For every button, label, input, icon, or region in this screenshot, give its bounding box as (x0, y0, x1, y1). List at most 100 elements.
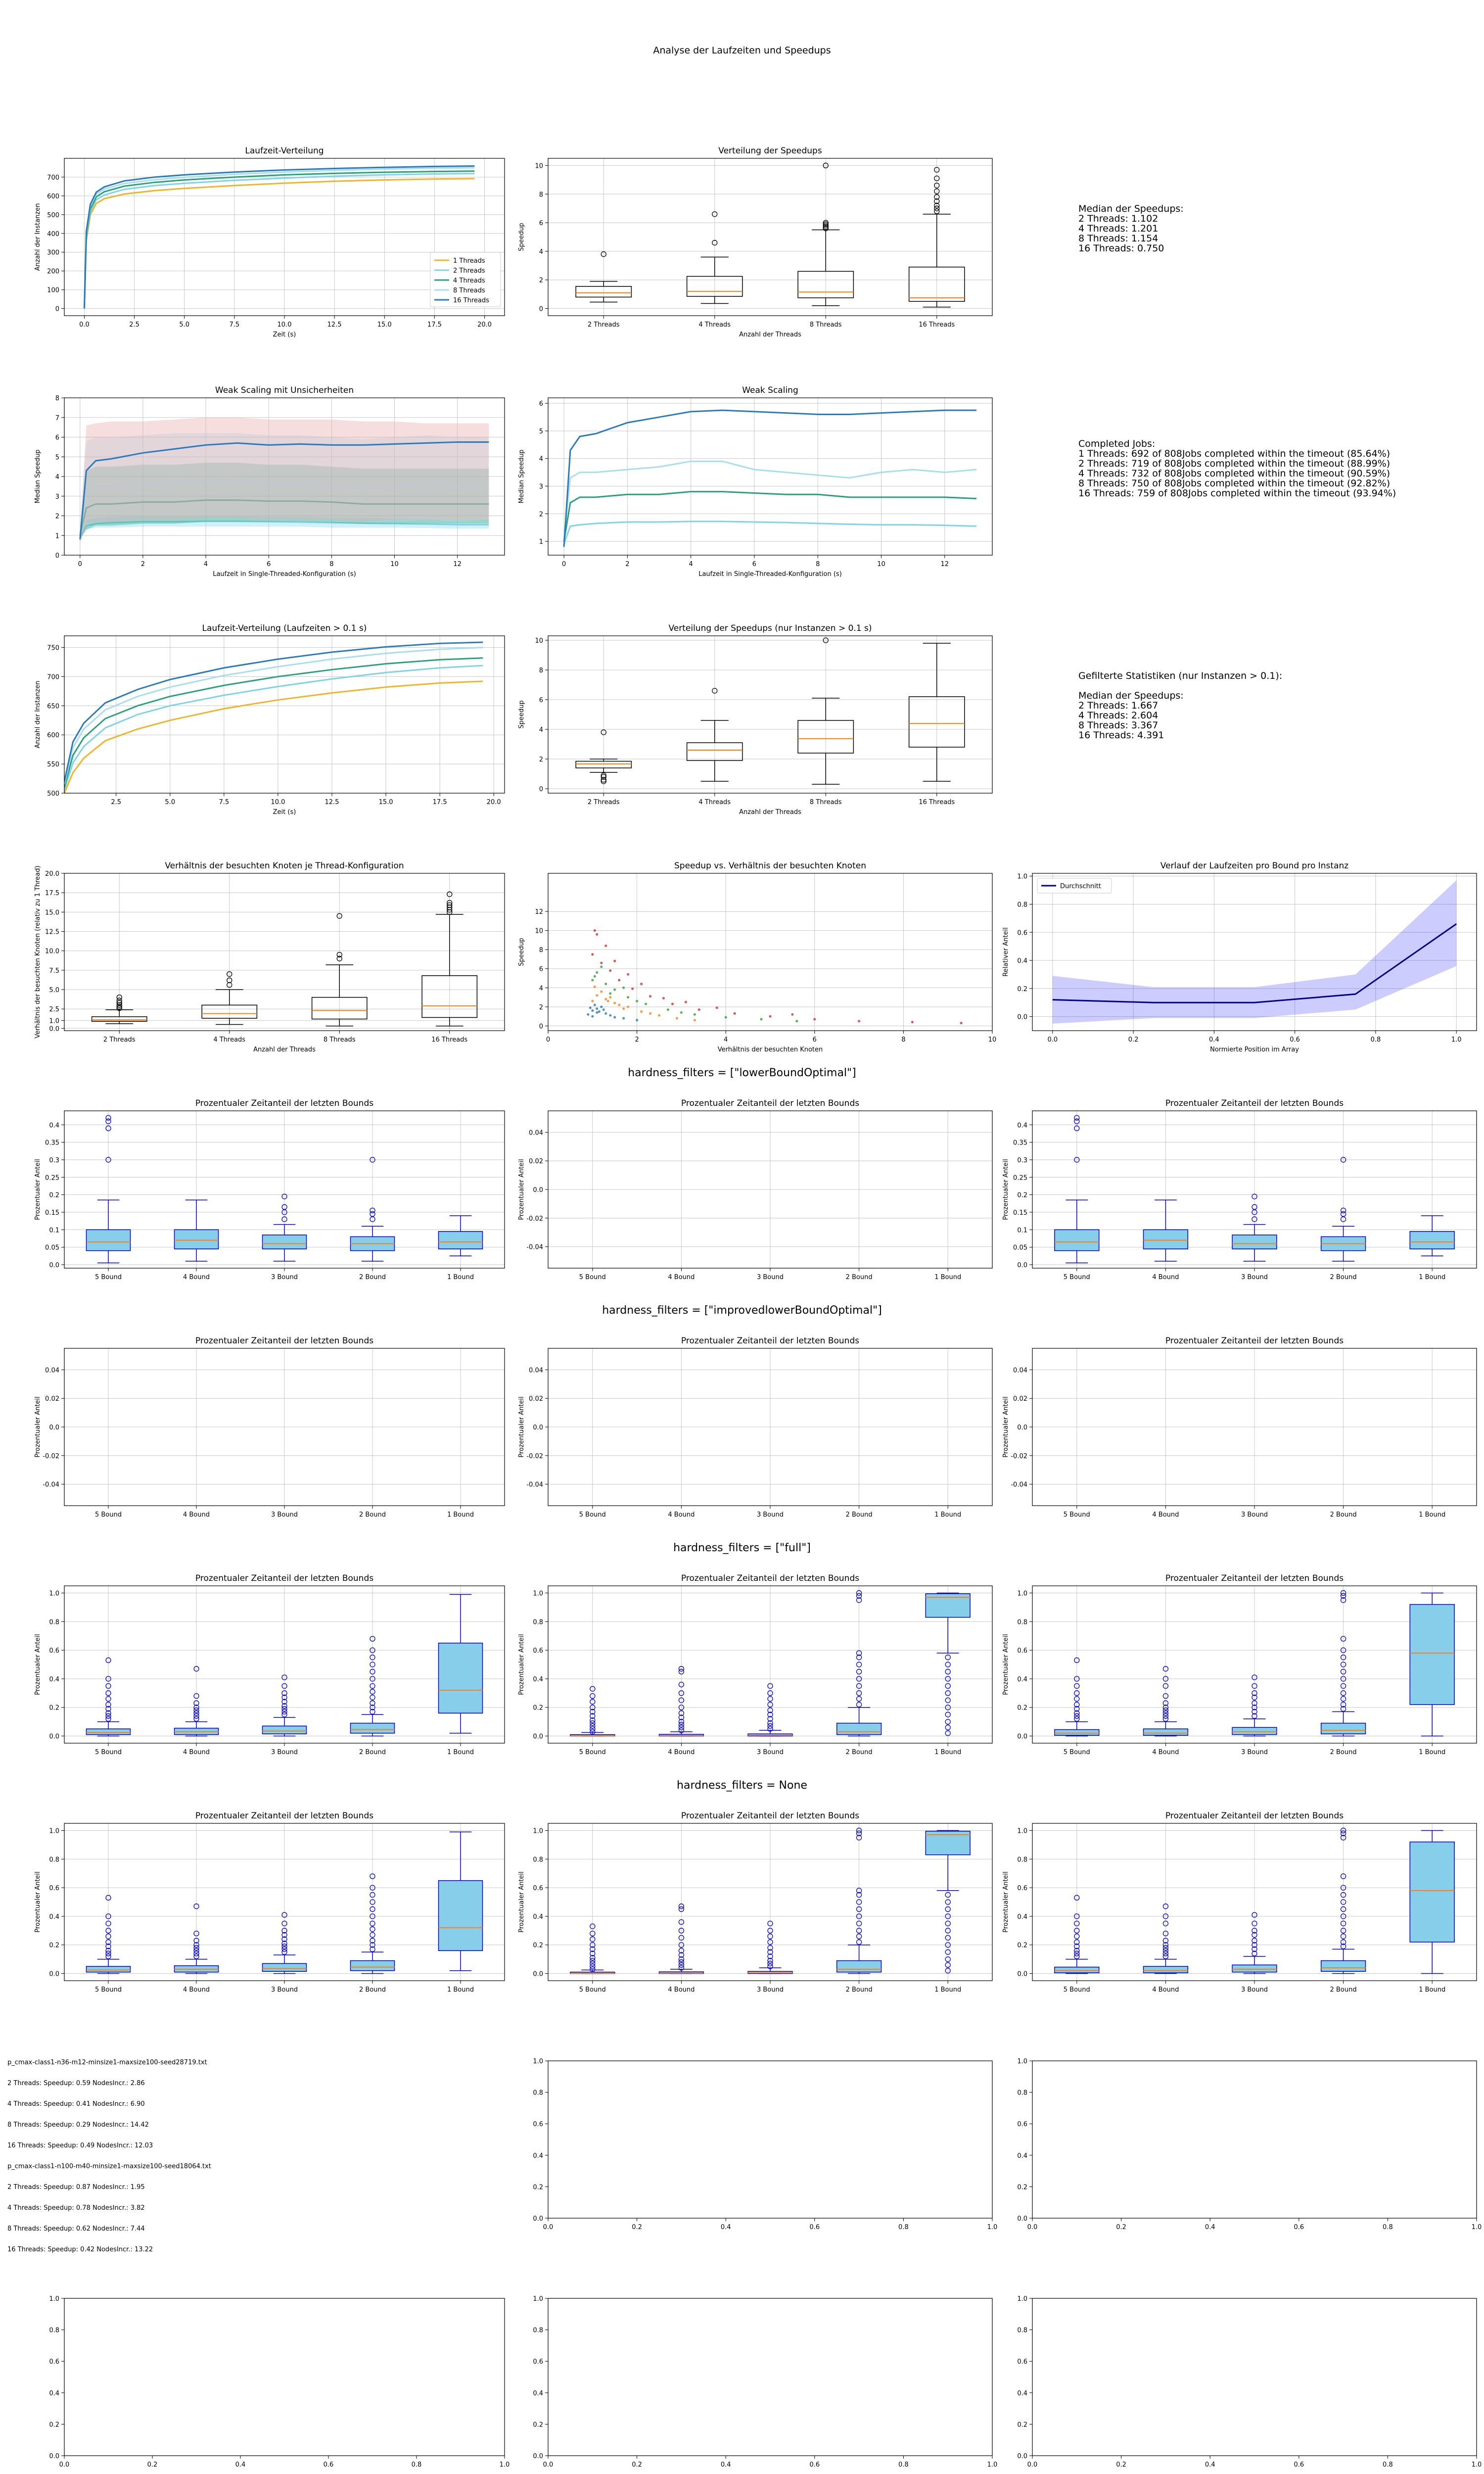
box-2 (201, 971, 258, 1025)
plot-area (1054, 1115, 1455, 1264)
x-tick-label: 4 (724, 1036, 728, 1044)
x-tick-label: 0.8 (1371, 1036, 1381, 1044)
box-flier (1162, 1710, 1169, 1716)
scatter-point (598, 1010, 601, 1013)
x-tick-label: 8 (329, 561, 333, 568)
box-flier (856, 1650, 862, 1656)
scatter-point (606, 999, 609, 1002)
box-flier (370, 1636, 375, 1642)
axes-frame (548, 873, 993, 1031)
box-flier (1252, 1694, 1257, 1701)
y-axis-label: Median Speedup (518, 450, 525, 504)
box-flier (105, 1157, 111, 1163)
box-flier (281, 1204, 287, 1210)
instance-details-line: p_cmax-class1-n100-m40-minsize1-maxsize1… (7, 2163, 211, 2170)
box-flier (1340, 1939, 1346, 1945)
box-flier (370, 1938, 375, 1944)
instance-details-line: 16 Threads: Speedup: 0.42 NodesIncr.: 13… (7, 2246, 153, 2253)
scatter-point (593, 1003, 596, 1006)
axes-frame (64, 635, 505, 794)
x-tick-label: 4 (204, 561, 208, 568)
box-1 (86, 1895, 131, 1974)
y-tick-label: -0.04 (526, 1244, 543, 1251)
box-flier (590, 1936, 596, 1942)
box-flier (1340, 1668, 1346, 1675)
scatter-point (693, 1013, 696, 1016)
box-4 (350, 1873, 395, 1974)
y-axis-label: Relativer Anteil (1002, 927, 1010, 976)
box-flier (678, 1928, 685, 1934)
box-iqr (1320, 1960, 1366, 1972)
chart-title: Prozentualer Zeitanteil der letzten Boun… (681, 1336, 859, 1346)
x-tick-label: 0.8 (412, 2461, 422, 2469)
box-flier (1340, 1943, 1346, 1950)
box-flier (193, 1700, 199, 1706)
chart-e2: 0.0 0.2 0.4 0.6 0.8 1.0 0.0 0.2 0.4 0.6 0.8 1.0 (1017, 2058, 1482, 2231)
y-tick-label: 0.04 (529, 1129, 543, 1137)
chart-b_lbo_1: 0.0 0.05 0.1 0.15 0.2 0.25 0.3 0.35 0.4 5 Bound 4 … (34, 1098, 505, 1281)
y-tick-label: 0.4 (1017, 1676, 1027, 1683)
box-flier (370, 1647, 375, 1653)
y-tick-label: 0.8 (1017, 1618, 1027, 1626)
box-flier (1340, 1690, 1346, 1696)
y-tick-label: 0.0 (533, 1187, 543, 1194)
box-flier (105, 1953, 111, 1959)
scatter-point (591, 979, 594, 982)
scatter-point (697, 1008, 700, 1011)
y-tick-label: 700 (47, 174, 59, 182)
box-flier (370, 1694, 375, 1701)
y-tick-label: 0.6 (533, 1885, 543, 1892)
series-line (83, 167, 475, 309)
box-flier (1340, 1676, 1346, 1682)
y-axis-label: Verhältnis der besuchten Knoten (relativ… (34, 865, 42, 1038)
y-tick-label: 0.0 (1017, 1733, 1027, 1741)
x-tick-label: 2 Bound (1330, 1749, 1357, 1756)
y-tick-label: 650 (47, 703, 59, 710)
x-tick-label: 10 (988, 1036, 997, 1044)
chart-vs: 0 2 4 6 8 10 2 Threads 4 Threads 8 Threads 16 Thr… (518, 146, 993, 338)
box-iqr (797, 271, 854, 298)
y-axis-label: Prozentualer Anteil (518, 1634, 525, 1695)
box-flier (767, 1690, 773, 1696)
box-iqr (1143, 1229, 1189, 1249)
box-4 (350, 1636, 395, 1737)
x-tick-label: 0.6 (324, 2461, 334, 2469)
series-line (563, 460, 977, 539)
y-tick-label: 2 (55, 513, 59, 521)
y-tick-label: 10 (535, 637, 543, 645)
box-flier (281, 1193, 287, 1199)
y-tick-label: -0.02 (43, 1453, 59, 1460)
y-tick-label: 500 (47, 790, 59, 798)
box-flier (590, 1717, 596, 1723)
axes-frame (548, 2298, 993, 2456)
box-flier (370, 1885, 375, 1891)
box-flier (281, 1712, 287, 1717)
box-flier (1340, 1593, 1346, 1599)
box-flier (590, 1686, 596, 1692)
box-flier (193, 1948, 199, 1953)
axes-frame (64, 1585, 505, 1744)
box-1 (1054, 1657, 1100, 1737)
plot-area (64, 641, 483, 793)
axes-frame (1032, 1348, 1477, 1506)
scatter-point (631, 987, 634, 990)
x-tick-label: 20.0 (487, 799, 501, 806)
box-flier (856, 1654, 862, 1661)
x-tick-label: 1 Bound (447, 1986, 474, 1994)
chart-b_full_2: 0.0 0.2 0.4 0.6 0.8 1.0 5 Bound 4 Bound 3 Bound 2… (518, 1573, 993, 1756)
box-iqr (262, 1235, 307, 1249)
x-tick-label: 0.4 (721, 2224, 731, 2231)
x-tick-label: 1 Bound (1419, 1511, 1445, 1519)
y-tick-label: 0 (539, 306, 543, 313)
box-flier (105, 1939, 111, 1945)
box-flier (678, 1721, 685, 1728)
box-flier (193, 1938, 199, 1944)
x-tick-label: 3 Bound (1241, 1749, 1268, 1756)
x-tick-label: 10.0 (271, 799, 285, 806)
scatter-point (640, 983, 643, 986)
y-tick-label: -0.04 (1011, 1481, 1027, 1489)
instance-details-line: 8 Threads: Speedup: 0.29 NodesIncr.: 14.… (7, 2121, 149, 2129)
scatter-point (858, 1020, 861, 1023)
box-flier (678, 1906, 685, 1912)
